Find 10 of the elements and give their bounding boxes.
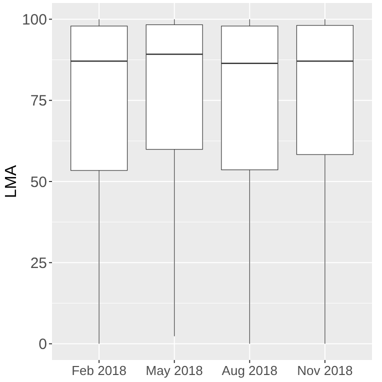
y-tick-label: 50	[30, 174, 47, 191]
y-tick-label: 75	[30, 92, 47, 110]
y-tick-label: 100	[22, 11, 47, 28]
x-tick-label: Nov 2018	[297, 363, 353, 378]
x-tick-label: Feb 2018	[72, 363, 127, 378]
y-tick-label: 0	[38, 336, 47, 354]
x-tick-label: May 2018	[146, 363, 203, 378]
y-tick-label: 25	[30, 254, 47, 272]
x-tick-label: Aug 2018	[222, 363, 278, 378]
y-axis-title: LMA	[3, 164, 20, 198]
